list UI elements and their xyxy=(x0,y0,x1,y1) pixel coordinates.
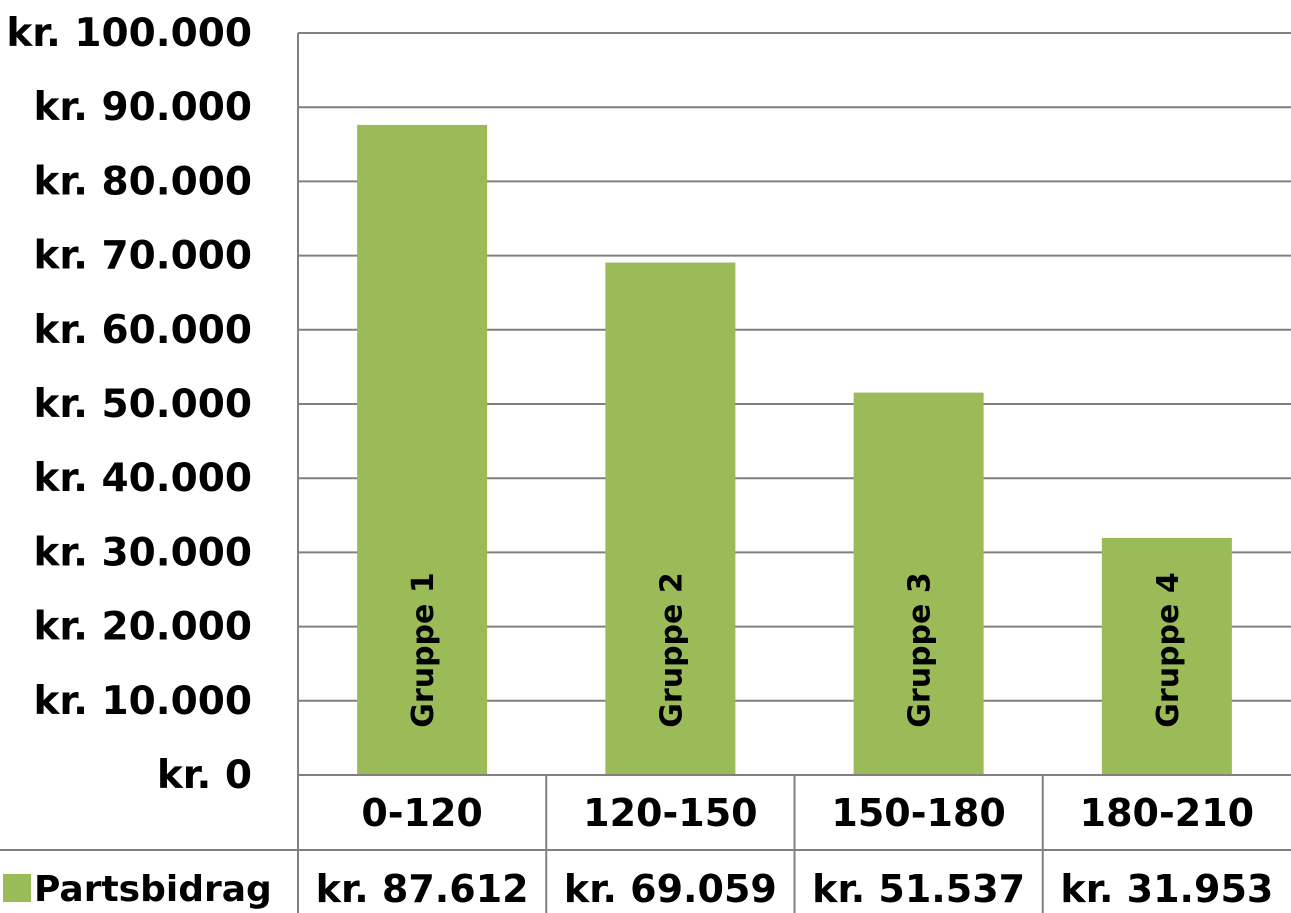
y-tick-label: kr. 30.000 xyxy=(34,530,253,575)
y-tick-label: kr. 50.000 xyxy=(34,382,253,427)
y-tick-label: kr. 20.000 xyxy=(34,605,253,650)
bar xyxy=(853,392,984,775)
bar xyxy=(605,262,736,775)
data-table xyxy=(0,33,1291,913)
data-table-values: kr. 87.612 kr. 69.059 kr. 51.537 kr. 31.953 xyxy=(316,867,1274,911)
y-tick-label: kr. 90.000 xyxy=(34,85,253,130)
bar-label: Gruppe 4 xyxy=(1151,572,1186,727)
data-table-value: kr. 69.059 xyxy=(564,867,777,911)
data-table-value: kr. 31.953 xyxy=(1060,867,1273,911)
bar xyxy=(357,124,488,776)
y-tick-label: kr. 40.000 xyxy=(34,456,253,501)
y-tick-label: kr. 80.000 xyxy=(34,159,253,204)
y-tick-label: kr. 10.000 xyxy=(34,679,253,724)
bar-label: Gruppe 1 xyxy=(406,572,441,727)
data-table-value: kr. 51.537 xyxy=(812,867,1025,911)
x-category-label: 180-210 xyxy=(1080,791,1254,835)
x-category-label: 0-120 xyxy=(361,791,483,835)
legend-label-partsbidrag: Partsbidrag xyxy=(34,869,272,910)
bar xyxy=(1101,537,1232,775)
y-tick-label: kr. 0 xyxy=(157,753,252,798)
data-table-value: kr. 87.612 xyxy=(316,867,529,911)
y-axis-tick-labels: kr. 0 kr. 10.000 kr. 20.000 kr. 30.000 kr. 4… xyxy=(6,11,252,798)
y-tick-label: kr. 60.000 xyxy=(34,308,253,353)
x-axis-category-labels: 0-120 120-150 150-180 180-210 xyxy=(361,791,1254,835)
x-category-label: 120-150 xyxy=(583,791,757,835)
legend: Partsbidrag xyxy=(3,869,272,910)
bar-label: Gruppe 3 xyxy=(903,572,938,727)
y-tick-label: kr. 100.000 xyxy=(6,11,252,56)
bar-label: Gruppe 2 xyxy=(654,572,689,727)
bars xyxy=(357,124,1232,776)
y-tick-label: kr. 70.000 xyxy=(34,234,253,279)
x-category-label: 150-180 xyxy=(831,791,1005,835)
legend-key-partsbidrag xyxy=(3,874,31,902)
bar-labels: Gruppe 1 Gruppe 2 Gruppe 3 Gruppe 4 xyxy=(406,572,1186,727)
